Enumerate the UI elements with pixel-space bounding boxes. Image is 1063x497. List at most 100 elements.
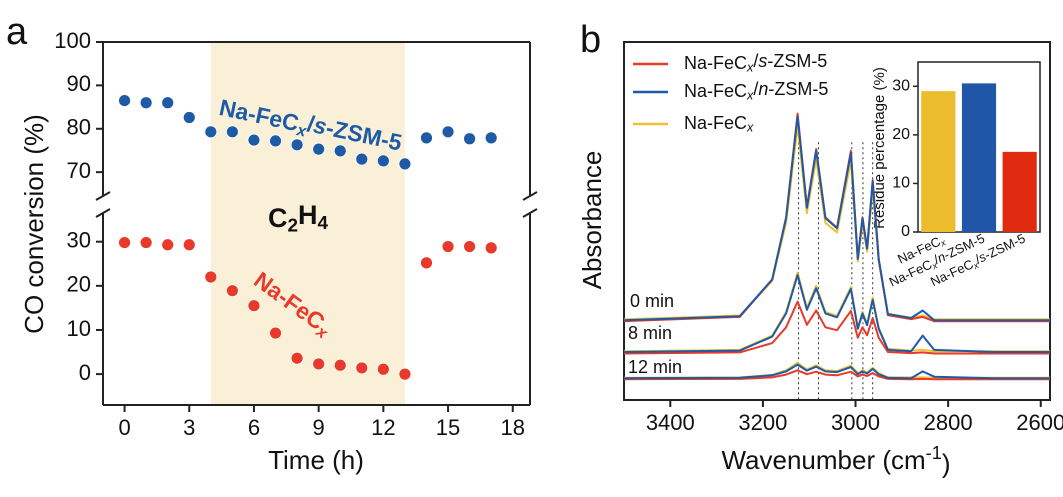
data-point [420,131,433,145]
text-part: x [746,89,754,103]
x-tick-label: 3 [183,415,195,440]
data-point [312,357,326,371]
legend-label: Na-FeCx/s-ZSM-5 [684,51,827,75]
y-tick-label: 30 [892,78,910,95]
y-axis-label: Absorbance [577,151,607,290]
x-tick-label: 15 [436,415,460,440]
y-tick-label: 100 [54,28,91,53]
spectrum-line [623,271,1050,353]
data-point [225,125,239,139]
x-tick-label: 9 [313,415,325,440]
data-point [484,241,498,255]
data-point [290,138,304,152]
text-part: / [753,51,758,71]
data-point [333,144,347,158]
legend-label: Na-FeCx/n-ZSM-5 [684,79,828,103]
text-part: Wavenumber (cm [721,445,925,475]
text-part: x [971,260,981,272]
x-tick-label: 3400 [646,410,695,435]
text-part: -ZSM-5 [982,231,1028,263]
text-part: / [753,79,758,99]
x-tick-label: 3200 [738,410,787,435]
x-tick-label: 12 [371,415,395,440]
spectrum-line [623,369,1050,381]
data-point [139,96,153,110]
bar [1002,151,1037,232]
data-point [484,131,498,145]
data-point [376,154,390,168]
x-tick-label: 6 [248,415,260,440]
y-tick-label: 0 [79,360,91,385]
data-point [463,240,477,253]
text-part: H [298,200,318,230]
data-point [139,236,153,249]
text-part: 4 [318,213,329,234]
data-point [312,142,326,156]
text-part: Na-FeC [684,53,747,73]
text-part: x [746,61,754,75]
text-part: / [973,252,983,267]
y-tick-label: 0 [901,223,910,240]
data-point [269,326,282,340]
text-part: n [758,79,768,99]
y-tick-label: 20 [67,272,91,297]
x-tick-label: 3000 [831,410,880,435]
panel-letter: b [580,19,601,61]
axis-break [522,191,538,201]
text-part: Na-FeC [684,113,747,133]
bar [961,83,997,232]
data-point [355,361,369,375]
text-part: ) [942,448,951,478]
data-point [398,157,412,171]
data-point [225,284,239,298]
text-part: x [746,121,754,135]
y-tick-label: 10 [67,316,91,341]
data-point [247,299,261,313]
data-point [204,270,218,284]
text-part: / [932,252,942,267]
x-tick-label: 2800 [924,410,973,435]
y-tick-label: 70 [67,158,91,183]
region-label: C2H4 [268,200,329,236]
shaded-region [210,42,405,405]
x-tick-label: 18 [501,415,525,440]
data-point [204,125,218,139]
y-tick-label: 80 [67,115,91,140]
text-part: Na-FeC [684,81,747,101]
y-tick-label: 30 [67,228,91,253]
data-point [118,236,131,249]
y-tick-label: 90 [67,71,91,96]
axis-break [95,191,111,201]
text-part: -ZSM-5 [767,51,827,71]
data-point [441,125,455,139]
data-point [182,238,196,252]
spectrum-line [623,274,1050,353]
data-point [269,134,282,148]
data-point [398,367,412,381]
panel-letter: a [6,11,28,53]
text-part: C [268,203,288,233]
text-part: -1 [926,443,942,463]
spectrum-label: 12 min [628,357,682,377]
plot-frame [623,41,1051,401]
spectrum-label: 8 min [628,323,672,343]
axis-break [95,208,111,218]
data-point [247,133,261,147]
axis-break [522,208,538,218]
data-point [420,256,433,270]
spectrum-line [623,115,1050,322]
y-tick-label: 20 [892,126,910,143]
spectrum-line [623,363,1050,380]
data-point [355,152,369,166]
spectrum-line [623,300,1050,355]
data-point [441,240,455,253]
y-tick-label: 10 [892,175,910,192]
x-axis-label: Wavenumber (cm-1) [721,443,950,479]
text-part: 2 [287,216,298,237]
text-part: s [758,51,767,71]
data-point [376,362,390,376]
data-point [161,238,175,252]
x-tick-label: 0 [118,415,130,440]
data-point [333,358,347,372]
